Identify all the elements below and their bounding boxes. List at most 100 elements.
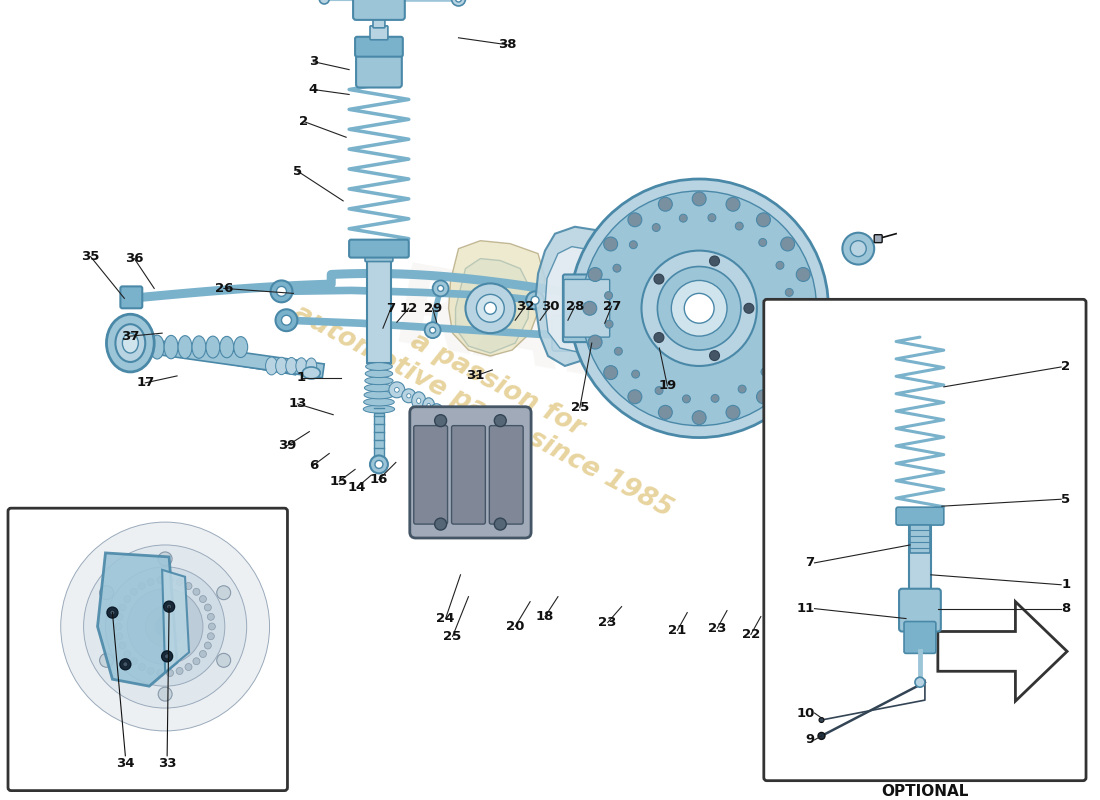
Circle shape	[438, 286, 443, 291]
Ellipse shape	[116, 324, 145, 362]
Circle shape	[615, 347, 623, 355]
Ellipse shape	[363, 406, 395, 413]
Circle shape	[778, 345, 785, 352]
Text: 27: 27	[603, 300, 620, 313]
Circle shape	[157, 577, 164, 583]
Circle shape	[726, 198, 740, 211]
Circle shape	[561, 327, 579, 345]
Circle shape	[100, 586, 113, 600]
Text: 25: 25	[443, 630, 462, 643]
FancyBboxPatch shape	[763, 299, 1086, 781]
Circle shape	[208, 614, 214, 620]
FancyBboxPatch shape	[355, 37, 403, 57]
Ellipse shape	[220, 336, 234, 358]
Circle shape	[282, 315, 292, 325]
Circle shape	[205, 604, 211, 611]
Circle shape	[110, 610, 114, 615]
Circle shape	[759, 238, 767, 246]
Circle shape	[465, 283, 515, 333]
Ellipse shape	[107, 314, 154, 372]
Circle shape	[185, 582, 192, 590]
Text: RARI: RARI	[384, 259, 696, 417]
Circle shape	[605, 320, 613, 328]
Polygon shape	[455, 258, 530, 353]
Circle shape	[139, 663, 145, 670]
Circle shape	[430, 327, 436, 333]
Text: 34: 34	[117, 758, 134, 770]
Circle shape	[617, 334, 623, 338]
Circle shape	[708, 214, 716, 222]
Text: 19: 19	[658, 379, 676, 392]
Text: 23: 23	[598, 616, 617, 629]
Text: 15: 15	[330, 475, 349, 488]
Circle shape	[276, 286, 286, 296]
Text: 32: 32	[516, 300, 535, 313]
Circle shape	[166, 670, 174, 677]
Text: 2: 2	[1062, 361, 1070, 374]
Ellipse shape	[402, 389, 416, 402]
Text: RARI: RARI	[384, 259, 696, 417]
Circle shape	[131, 658, 138, 665]
Circle shape	[494, 518, 506, 530]
Text: 8: 8	[1062, 602, 1070, 615]
Text: OPTIONAL: OPTIONAL	[881, 784, 969, 799]
Circle shape	[165, 654, 169, 659]
Circle shape	[375, 461, 383, 468]
Circle shape	[124, 595, 131, 602]
Ellipse shape	[365, 377, 393, 385]
Circle shape	[582, 191, 816, 426]
Circle shape	[217, 654, 231, 667]
Circle shape	[781, 366, 794, 379]
Circle shape	[158, 687, 172, 701]
Circle shape	[641, 250, 757, 366]
Text: 10: 10	[796, 706, 814, 719]
Circle shape	[205, 642, 211, 649]
Text: 1: 1	[1062, 578, 1070, 591]
Circle shape	[158, 552, 172, 566]
FancyBboxPatch shape	[585, 312, 620, 354]
Circle shape	[796, 267, 811, 282]
Text: 20: 20	[506, 620, 525, 633]
Ellipse shape	[364, 398, 394, 406]
Circle shape	[776, 262, 784, 270]
Text: 35: 35	[81, 250, 100, 263]
Circle shape	[629, 241, 637, 249]
Ellipse shape	[389, 382, 405, 398]
Circle shape	[796, 335, 811, 349]
Circle shape	[455, 0, 462, 2]
Text: 5: 5	[1062, 493, 1070, 506]
Text: 22: 22	[741, 628, 760, 641]
FancyBboxPatch shape	[370, 26, 388, 40]
Text: 18: 18	[536, 610, 554, 623]
Circle shape	[484, 302, 496, 314]
Polygon shape	[162, 570, 189, 672]
Text: 26: 26	[214, 282, 233, 295]
Circle shape	[726, 406, 740, 419]
Circle shape	[147, 578, 154, 586]
Text: 24: 24	[437, 612, 454, 625]
Circle shape	[735, 222, 744, 230]
Text: 3: 3	[309, 55, 318, 68]
Circle shape	[628, 390, 641, 404]
Text: 33: 33	[158, 758, 176, 770]
Circle shape	[185, 663, 192, 670]
Text: 23: 23	[708, 622, 726, 635]
Circle shape	[692, 410, 706, 425]
Circle shape	[761, 368, 769, 376]
Ellipse shape	[178, 336, 192, 358]
Circle shape	[613, 264, 620, 272]
Circle shape	[656, 386, 663, 394]
Circle shape	[654, 274, 664, 284]
Circle shape	[119, 604, 125, 611]
Circle shape	[850, 241, 866, 257]
Circle shape	[131, 588, 138, 595]
Circle shape	[588, 267, 602, 282]
Circle shape	[162, 651, 173, 662]
Bar	[367, 255, 390, 363]
FancyBboxPatch shape	[874, 234, 882, 242]
FancyBboxPatch shape	[563, 274, 617, 342]
Text: 14: 14	[348, 481, 366, 494]
FancyBboxPatch shape	[904, 622, 936, 654]
FancyBboxPatch shape	[373, 16, 385, 28]
Ellipse shape	[206, 336, 220, 358]
